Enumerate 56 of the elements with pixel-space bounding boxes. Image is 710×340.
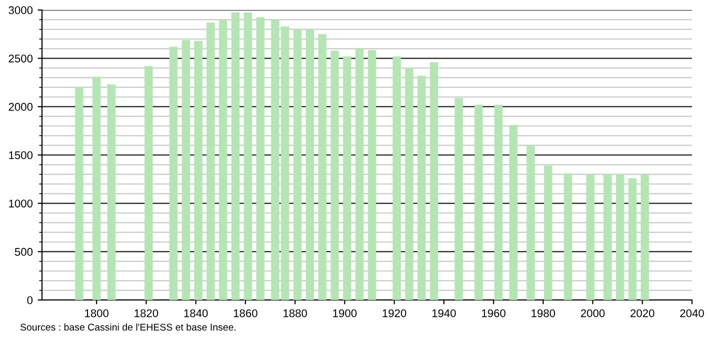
x-tick-label: 1820 <box>134 309 158 318</box>
y-tick-label: 1000 <box>9 200 33 208</box>
y-tick-label: 0 <box>27 296 33 304</box>
bar <box>640 174 649 300</box>
bar <box>107 84 116 300</box>
bar <box>244 12 252 300</box>
bar <box>75 87 84 300</box>
bar <box>368 50 376 300</box>
x-tick-label: 1980 <box>532 309 556 318</box>
bar <box>628 178 637 300</box>
bar <box>306 29 314 300</box>
y-tick-label: 2500 <box>8 54 33 62</box>
x-tick-label: 1800 <box>85 309 109 318</box>
bar <box>604 174 612 300</box>
y-tick-label: 3000 <box>8 6 33 14</box>
bar <box>330 50 339 300</box>
bar <box>293 29 302 300</box>
bar <box>417 76 426 300</box>
x-tick-label: 2040 <box>680 309 704 318</box>
bar <box>494 104 503 300</box>
bar <box>231 12 240 300</box>
bar <box>586 174 594 300</box>
x-tick-label: 1880 <box>284 309 307 318</box>
y-tick-label: 2000 <box>8 102 33 111</box>
bar <box>474 104 483 300</box>
bar <box>144 66 153 300</box>
bar <box>392 56 401 300</box>
x-tick-label: 1840 <box>184 309 208 318</box>
x-tick-label: 1920 <box>382 309 406 318</box>
source-note: Sources : base Cassini de l'EHESS et base Insee. <box>20 323 236 331</box>
y-tick-label: 1500 <box>9 151 33 160</box>
bar <box>616 174 624 300</box>
x-tick-label: 2020 <box>630 309 654 318</box>
bar <box>256 17 264 300</box>
x-tick-label: 1940 <box>432 309 456 318</box>
y-tick-label: 500 <box>14 248 33 256</box>
bar <box>405 68 414 300</box>
bar <box>544 166 552 300</box>
bar <box>454 98 463 300</box>
x-tick-label: 1900 <box>333 309 357 318</box>
bar <box>318 34 326 300</box>
bar <box>92 76 101 300</box>
bar <box>169 46 178 300</box>
bar <box>194 40 202 300</box>
bar <box>343 56 352 300</box>
x-tick-label: 2000 <box>580 309 605 318</box>
bar <box>355 48 364 300</box>
bar <box>526 145 535 300</box>
bar <box>564 173 572 300</box>
x-tick-label: 1860 <box>234 309 258 318</box>
x-tick-label: 1960 <box>482 309 506 318</box>
bar <box>219 20 228 300</box>
bar <box>182 40 190 300</box>
bar <box>430 62 438 300</box>
bar <box>206 22 215 300</box>
bar <box>509 125 518 300</box>
